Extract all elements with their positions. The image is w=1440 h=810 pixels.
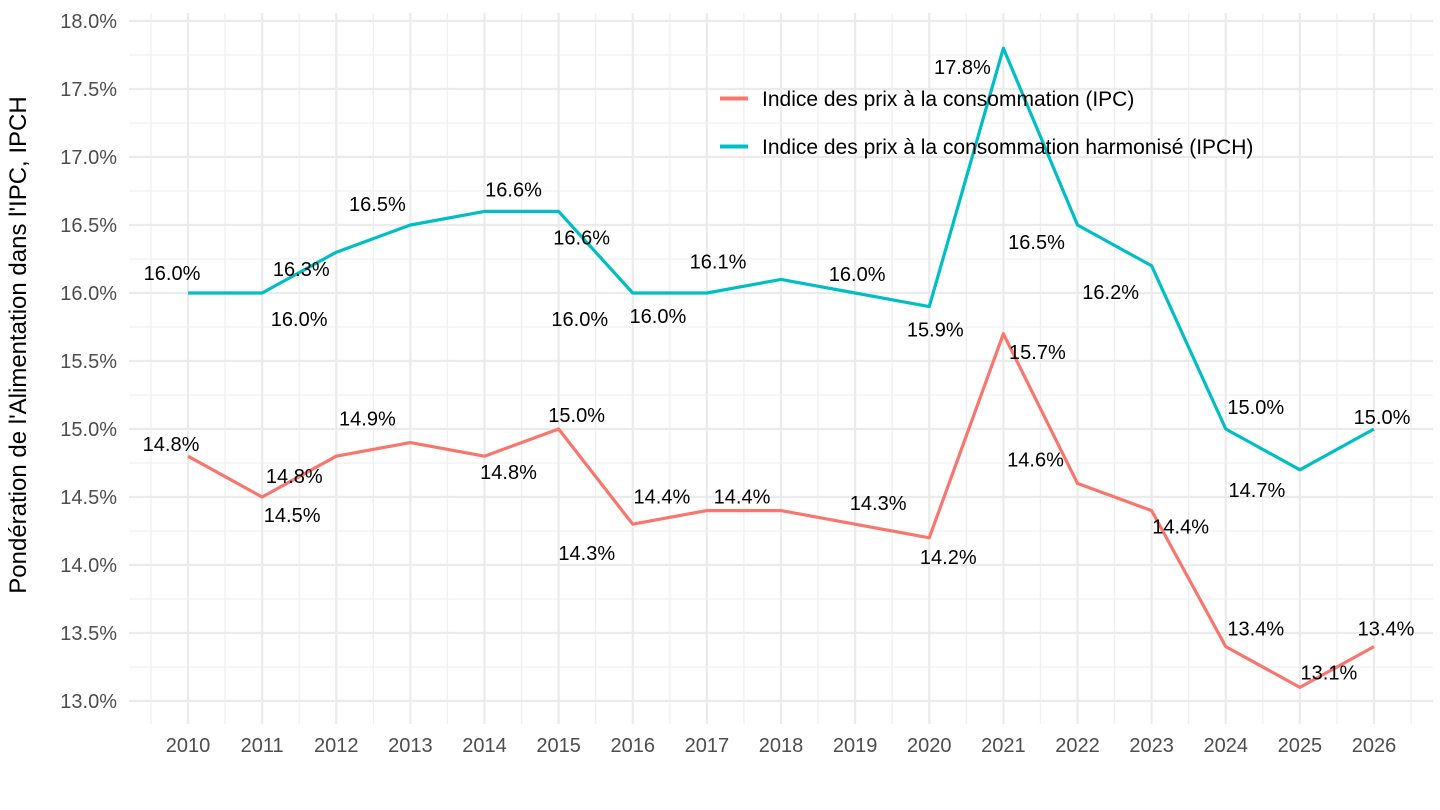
data-label: 15.0% [1354,407,1411,429]
x-tick-label: 2017 [685,735,730,757]
x-tick-label: 2013 [388,735,433,757]
legend-label: Indice des prix à la consommation (IPC) [762,88,1134,111]
x-tick-label: 2023 [1129,735,1174,757]
data-label: 16.5% [1008,232,1065,254]
data-label: 15.0% [1227,397,1284,419]
data-label: 14.3% [850,493,907,515]
y-tick-label: 15.5% [60,351,117,373]
data-label: 16.0% [630,306,687,328]
x-tick-label: 2012 [314,735,359,757]
y-tick-label: 15.0% [60,419,117,441]
y-tick-label: 13.0% [60,691,117,713]
data-label: 14.5% [264,505,321,527]
legend: Indice des prix à la consommation (IPC) I… [720,88,1253,159]
data-label: 16.6% [485,179,542,201]
series-line-ipc [187,332,1375,690]
y-tick-label: 16.5% [60,215,117,237]
x-tick-label: 2026 [1352,735,1397,757]
data-label: 14.7% [1229,480,1286,502]
y-tick-label: 14.0% [60,555,117,577]
axis-labels: 13.0% 13.5% 14.0% 14.5% 15.0% 15.5% 16.0% 16.5%… [60,11,1396,757]
x-tick-label: 2011 [241,735,284,757]
data-label: 14.6% [1007,449,1064,471]
y-tick-label: 16.0% [60,283,117,305]
x-tick-label: 2022 [1055,735,1100,757]
data-label: 16.0% [829,264,886,286]
y-tick-label: 17.5% [60,79,117,101]
data-label: 15.7% [1009,342,1066,364]
data-label: 13.4% [1358,619,1415,641]
data-label: 16.6% [553,227,610,249]
x-tick-label: 2010 [166,735,211,757]
data-label: 14.2% [920,547,977,569]
x-tick-label: 2020 [907,735,952,757]
data-label: 16.5% [349,194,406,216]
data-label: 16.0% [551,309,608,331]
data-label: 17.8% [934,57,991,79]
data-label: 15.9% [907,320,964,342]
x-tick-label: 2015 [536,735,581,757]
x-tick-label: 2019 [833,735,878,757]
data-label: 13.1% [1301,662,1358,684]
x-tick-label: 2016 [611,735,656,757]
x-tick-label: 2014 [462,735,507,757]
y-tick-label: 13.5% [60,623,117,645]
grid-major-lines [129,13,1433,724]
data-label: 14.9% [339,409,396,431]
data-label: 14.8% [480,462,537,484]
data-label: 16.2% [1082,282,1139,304]
x-tick-label: 2025 [1278,735,1323,757]
x-tick-label: 2021 [981,735,1026,757]
y-tick-label: 17.0% [60,147,117,169]
data-label: 16.3% [273,259,330,281]
y-tick-label: 18.0% [60,11,117,33]
data-label: 16.1% [690,251,747,273]
data-label: 14.4% [714,487,771,509]
legend-label: Indice des prix à la consommation harmon… [762,136,1253,159]
x-tick-label: 2018 [759,735,804,757]
data-label: 13.4% [1227,619,1284,641]
x-tick-label: 2024 [1204,735,1249,757]
data-label: 14.8% [266,466,323,488]
data-label: 15.0% [548,405,605,427]
y-axis-title: Pondération de l'Alimentation dans l'IPC… [5,96,32,593]
data-label: 16.0% [144,263,201,285]
data-labels: 14.8% 14.5% 14.8% 14.9% 14.8% 15.0% 14.3% 14.4%… [143,57,1415,684]
data-label: 14.8% [143,434,200,456]
data-label: 14.4% [634,487,691,509]
series-line-ipch [188,46,1375,472]
data-label: 16.0% [271,309,328,331]
y-tick-label: 14.5% [60,487,117,509]
series-lines [187,46,1375,690]
data-label: 14.4% [1152,517,1209,539]
data-label: 14.3% [558,543,615,565]
